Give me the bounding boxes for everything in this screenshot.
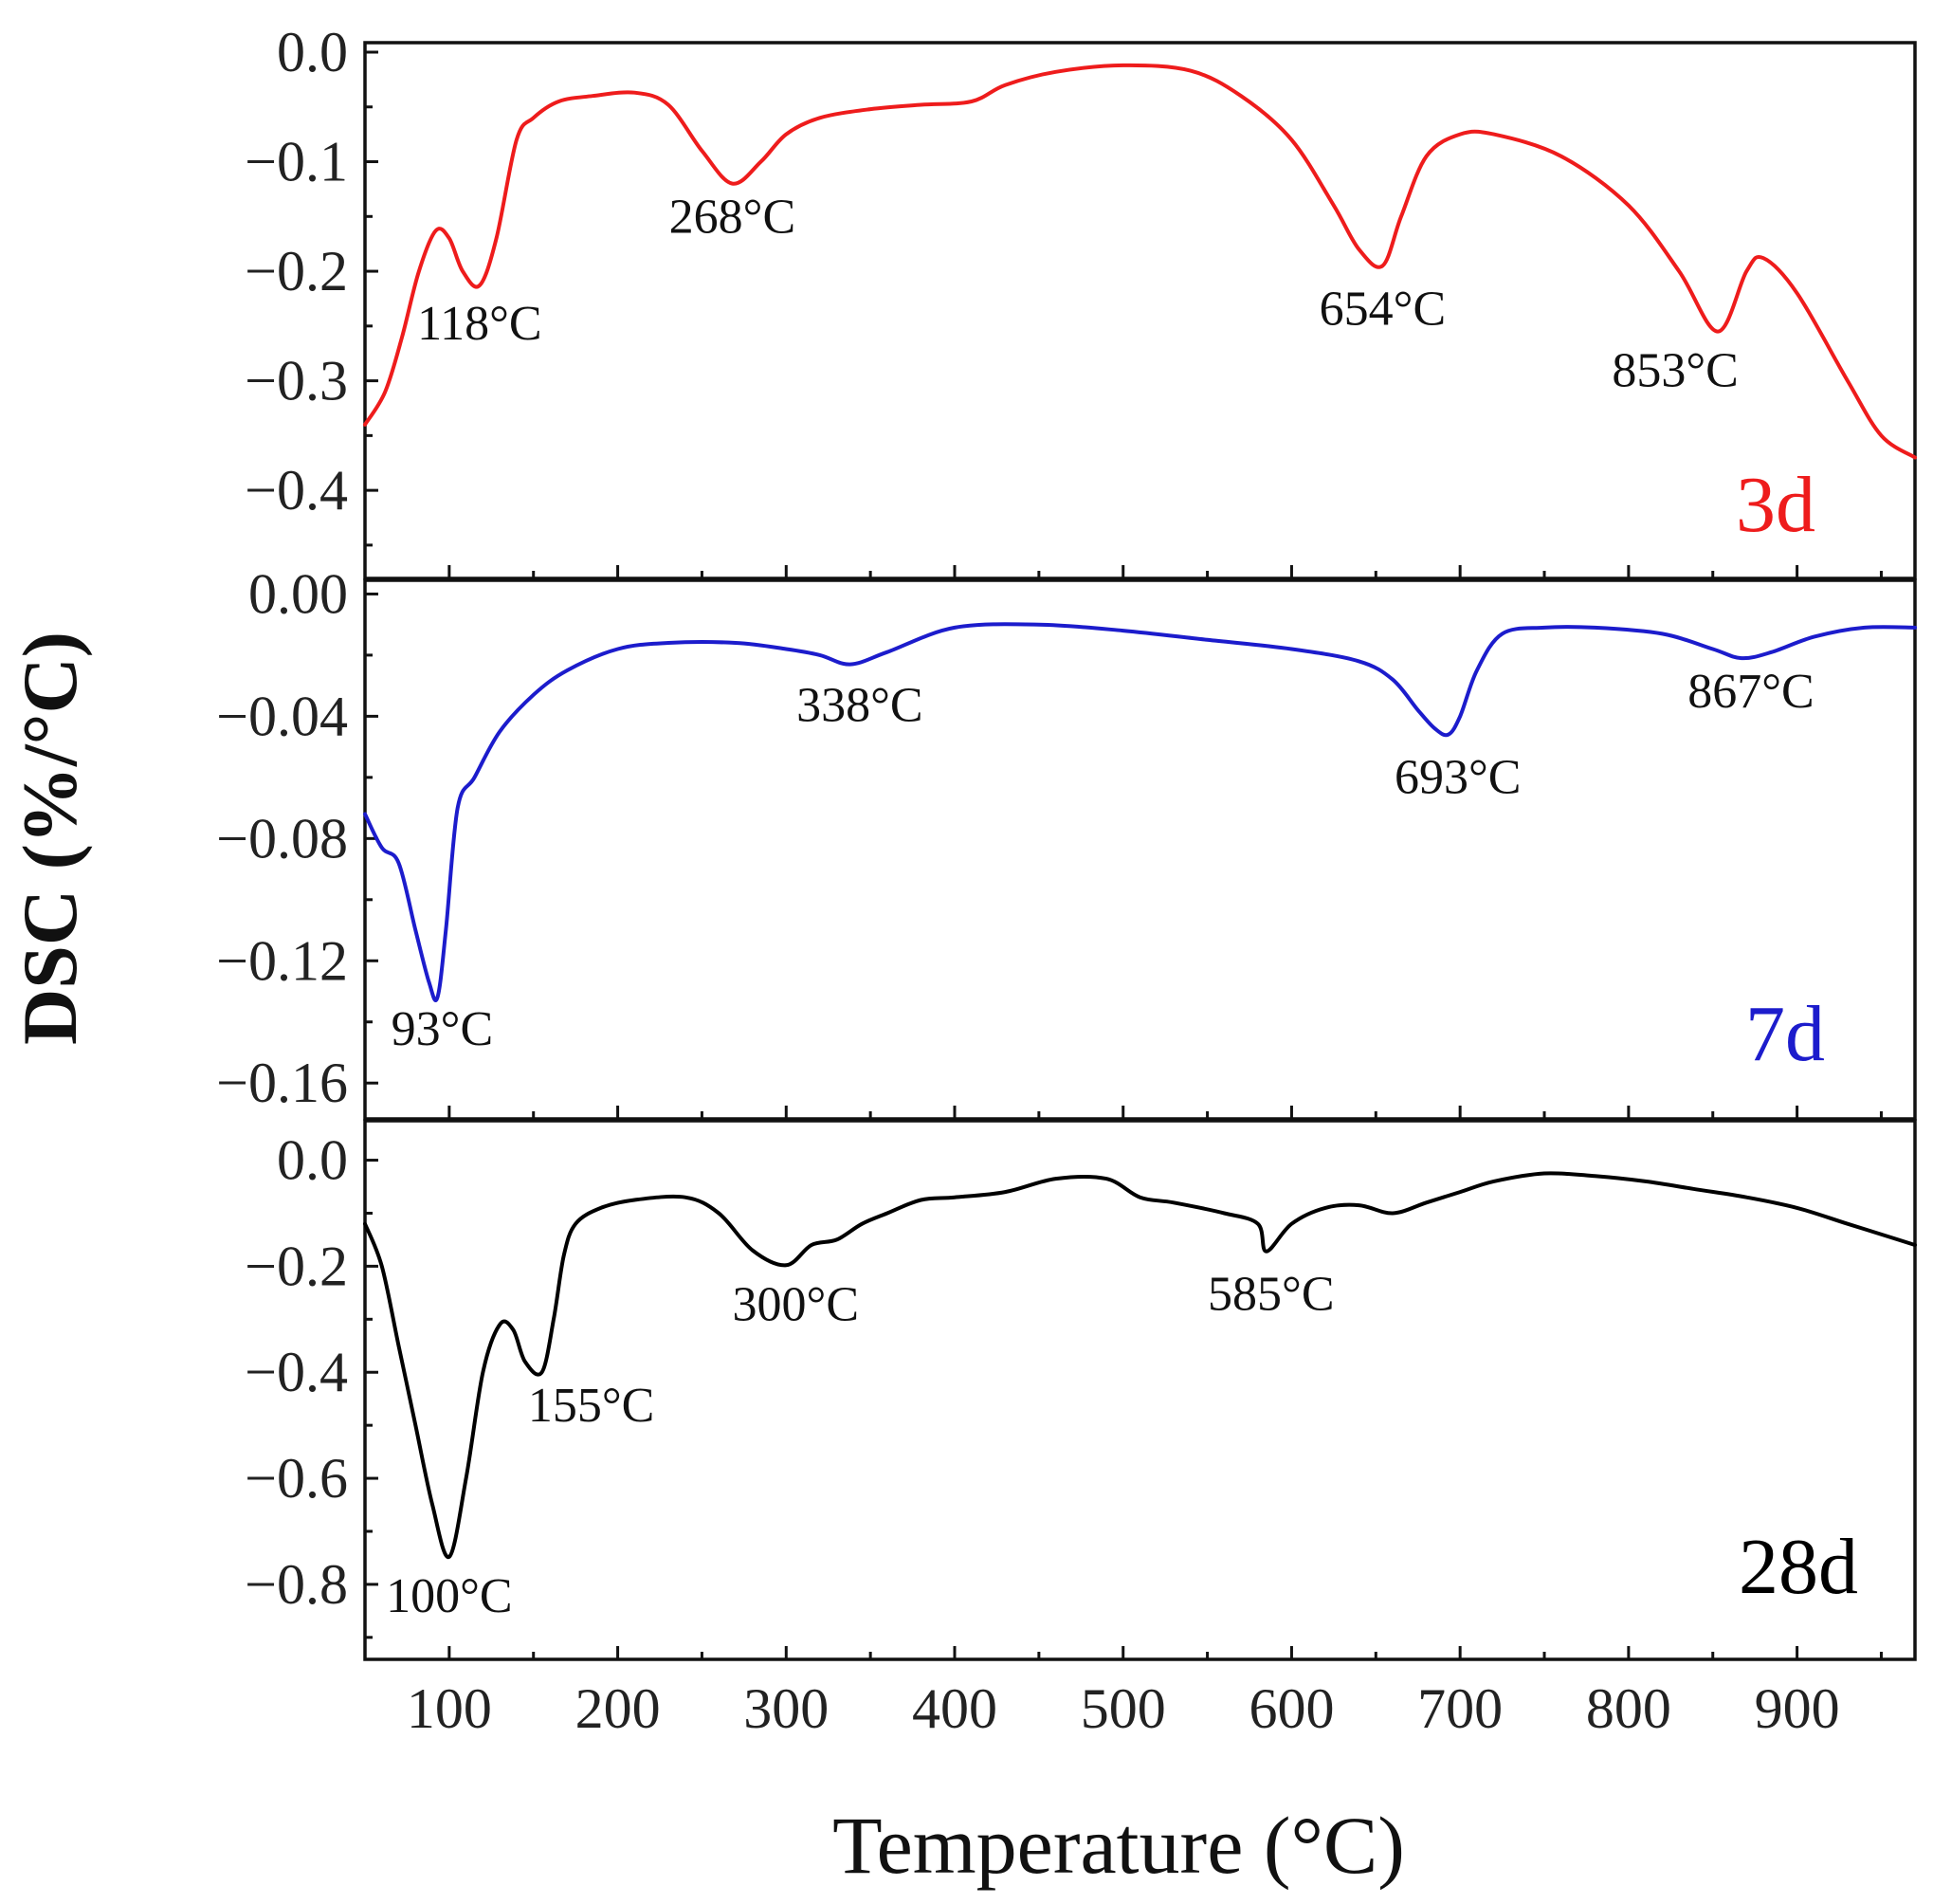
panel-3d: 0.0 −0.1 −0.2 −0.3 −0.4 118°C 268°C 654°C 853°C 3… bbox=[245, 21, 1917, 580]
x-tick-label: 300 bbox=[743, 1677, 829, 1740]
dsc-curve-3d bbox=[363, 63, 1917, 460]
y-tick-label: 0.0 bbox=[277, 1129, 348, 1192]
panel-frame bbox=[363, 1119, 1917, 1661]
peak-annotation: 100°C bbox=[386, 1569, 512, 1623]
y-tick-label: −0.08 bbox=[216, 807, 348, 870]
peak-annotation: 118°C bbox=[417, 297, 542, 351]
x-tick-label: 100 bbox=[407, 1677, 492, 1740]
peak-annotation: 155°C bbox=[528, 1379, 654, 1433]
peak-annotation: 853°C bbox=[1612, 344, 1738, 398]
y-tick-label: −0.4 bbox=[245, 1341, 348, 1403]
peak-annotation: 585°C bbox=[1208, 1268, 1334, 1322]
peak-annotation: 268°C bbox=[669, 191, 795, 245]
x-tick-label: 200 bbox=[575, 1677, 661, 1740]
y-tick-label: −0.4 bbox=[245, 459, 348, 522]
panel-7d: 0.00 −0.04 −0.08 −0.12 −0.16 93°C 338°C 693°C 86… bbox=[216, 562, 1917, 1121]
y-tick-label: 0.00 bbox=[248, 562, 348, 625]
x-tick-label: 800 bbox=[1586, 1677, 1671, 1740]
y-axis-title: DSC (%/°C) bbox=[7, 632, 93, 1045]
panel-label: 28d bbox=[1739, 1523, 1858, 1611]
y-tick-label: −0.04 bbox=[216, 685, 348, 747]
y-tick-label: −0.2 bbox=[245, 240, 348, 302]
x-tick-label: 600 bbox=[1249, 1677, 1334, 1740]
panel-28d: 0.0 −0.2 −0.4 −0.6 −0.8 100°C 155°C 300°C 585°C 2… bbox=[245, 1119, 1917, 1661]
y-tick-label: −0.6 bbox=[245, 1447, 348, 1510]
panel-label: 3d bbox=[1736, 461, 1815, 549]
peak-annotation: 338°C bbox=[796, 679, 922, 733]
y-tick-label: −0.8 bbox=[245, 1553, 348, 1616]
panel-frame bbox=[363, 578, 1917, 1121]
x-tick-label: 900 bbox=[1755, 1677, 1840, 1740]
panel-label: 7d bbox=[1745, 990, 1825, 1078]
y-tick-label: 0.0 bbox=[277, 21, 348, 83]
peak-annotation: 654°C bbox=[1320, 282, 1446, 336]
y-tick-label: −0.16 bbox=[216, 1052, 348, 1114]
y-tick-label: −0.1 bbox=[245, 131, 348, 193]
peak-annotation: 93°C bbox=[392, 1002, 493, 1056]
x-tick-label: 400 bbox=[912, 1677, 997, 1740]
y-tick-label: −0.2 bbox=[245, 1235, 348, 1297]
peak-annotation: 693°C bbox=[1395, 751, 1521, 805]
panel-frame bbox=[363, 41, 1917, 580]
x-tick-label: 500 bbox=[1081, 1677, 1166, 1740]
dsc-curve-7d bbox=[363, 622, 1917, 1002]
panels-group: 0.0 −0.1 −0.2 −0.3 −0.4 118°C 268°C 654°C 853°C 3… bbox=[216, 21, 1917, 1740]
y-tick-label: −0.3 bbox=[245, 350, 348, 412]
y-tick-label: −0.12 bbox=[216, 929, 348, 992]
peak-annotation: 300°C bbox=[733, 1277, 859, 1331]
dsc-curve-28d bbox=[363, 1171, 1917, 1559]
x-axis-title: Temperature (°C) bbox=[832, 1800, 1405, 1891]
x-tick-label: 700 bbox=[1417, 1677, 1503, 1740]
peak-annotation: 867°C bbox=[1687, 665, 1814, 719]
